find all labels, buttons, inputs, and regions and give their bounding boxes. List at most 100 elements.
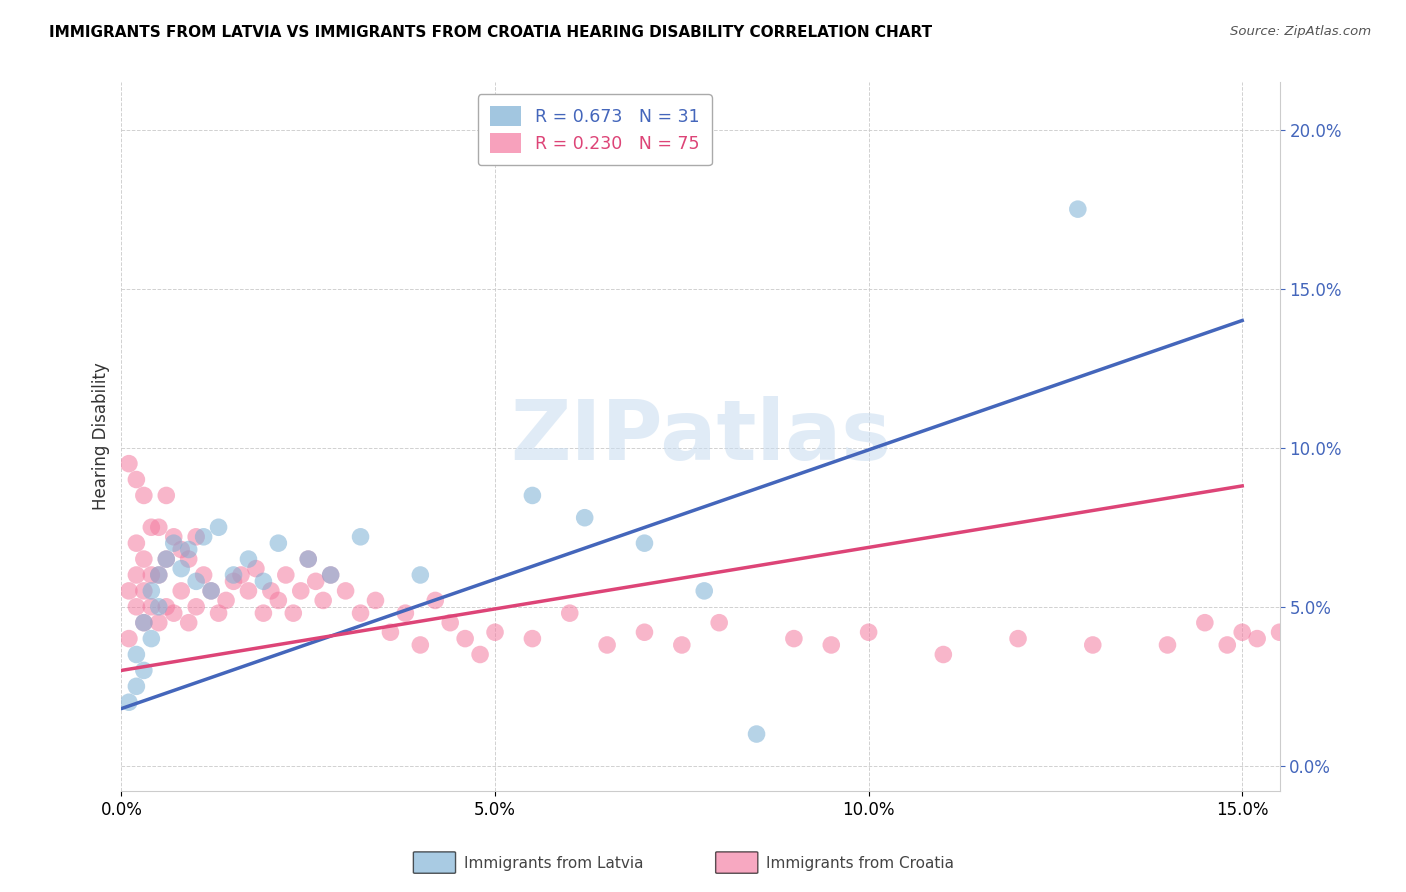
Point xyxy=(186,574,208,589)
Point xyxy=(163,530,186,544)
Point xyxy=(177,552,200,566)
Point xyxy=(267,593,290,607)
Point xyxy=(932,648,955,662)
Legend: R = 0.673   N = 31, R = 0.230   N = 75: R = 0.673 N = 31, R = 0.230 N = 75 xyxy=(478,95,711,166)
Point xyxy=(335,583,357,598)
Text: Immigrants from Croatia: Immigrants from Croatia xyxy=(766,856,955,871)
Point xyxy=(1232,625,1254,640)
Point xyxy=(118,583,141,598)
Point xyxy=(132,615,155,630)
Y-axis label: Hearing Disability: Hearing Disability xyxy=(93,363,110,510)
Point xyxy=(193,530,215,544)
Point xyxy=(238,552,260,566)
Point xyxy=(125,679,148,693)
Point xyxy=(394,606,416,620)
Point xyxy=(574,510,596,524)
Point xyxy=(132,615,155,630)
Point xyxy=(132,488,155,502)
Point xyxy=(1007,632,1029,646)
Point xyxy=(132,664,155,678)
Point xyxy=(409,568,432,582)
Point xyxy=(858,625,880,640)
Point xyxy=(170,583,193,598)
Point xyxy=(439,615,461,630)
Point xyxy=(170,561,193,575)
Point xyxy=(141,583,163,598)
Point xyxy=(783,632,806,646)
Point xyxy=(283,606,305,620)
Point xyxy=(596,638,619,652)
Point xyxy=(177,615,200,630)
Point xyxy=(260,583,283,598)
Point xyxy=(409,638,432,652)
Text: IMMIGRANTS FROM LATVIA VS IMMIGRANTS FROM CROATIA HEARING DISABILITY CORRELATION: IMMIGRANTS FROM LATVIA VS IMMIGRANTS FRO… xyxy=(49,25,932,40)
Point xyxy=(319,568,342,582)
Point xyxy=(290,583,312,598)
Point xyxy=(274,568,297,582)
Point xyxy=(671,638,693,652)
Point xyxy=(155,552,177,566)
Point xyxy=(193,568,215,582)
Text: Source: ZipAtlas.com: Source: ZipAtlas.com xyxy=(1230,25,1371,38)
Point xyxy=(141,599,163,614)
Point xyxy=(118,632,141,646)
Point xyxy=(1216,638,1239,652)
Point xyxy=(380,625,402,640)
Point xyxy=(155,599,177,614)
Point xyxy=(200,583,222,598)
Point xyxy=(633,625,655,640)
Point xyxy=(1081,638,1104,652)
Point xyxy=(1067,202,1090,216)
Text: Immigrants from Latvia: Immigrants from Latvia xyxy=(464,856,644,871)
Point xyxy=(186,530,208,544)
Point xyxy=(1194,615,1216,630)
Point xyxy=(522,488,544,502)
Point xyxy=(207,520,229,534)
Point xyxy=(148,599,170,614)
Point xyxy=(163,606,186,620)
Point xyxy=(319,568,342,582)
Point xyxy=(207,606,229,620)
Point xyxy=(745,727,768,741)
Point xyxy=(349,606,371,620)
Point xyxy=(364,593,387,607)
Point xyxy=(297,552,319,566)
Point xyxy=(125,648,148,662)
Point xyxy=(245,561,267,575)
Point xyxy=(141,520,163,534)
Point xyxy=(484,625,506,640)
Point xyxy=(125,568,148,582)
Point xyxy=(222,574,245,589)
Point xyxy=(709,615,731,630)
Point xyxy=(125,473,148,487)
Point xyxy=(148,520,170,534)
Point xyxy=(229,568,252,582)
Point xyxy=(177,542,200,557)
Point xyxy=(305,574,328,589)
Point xyxy=(522,632,544,646)
Point xyxy=(1268,625,1291,640)
Point xyxy=(148,568,170,582)
Point xyxy=(252,606,274,620)
Point xyxy=(141,632,163,646)
Point xyxy=(633,536,655,550)
Point xyxy=(155,552,177,566)
Point xyxy=(132,552,155,566)
Point xyxy=(693,583,716,598)
Point xyxy=(141,568,163,582)
Point xyxy=(558,606,581,620)
Point xyxy=(820,638,842,652)
Point xyxy=(170,542,193,557)
Point xyxy=(148,568,170,582)
Point xyxy=(125,599,148,614)
Point xyxy=(148,615,170,630)
Point xyxy=(312,593,335,607)
Point xyxy=(222,568,245,582)
Point xyxy=(118,695,141,709)
Point xyxy=(215,593,238,607)
Point xyxy=(155,488,177,502)
Point xyxy=(200,583,222,598)
Point xyxy=(252,574,274,589)
Point xyxy=(163,536,186,550)
Point xyxy=(454,632,477,646)
